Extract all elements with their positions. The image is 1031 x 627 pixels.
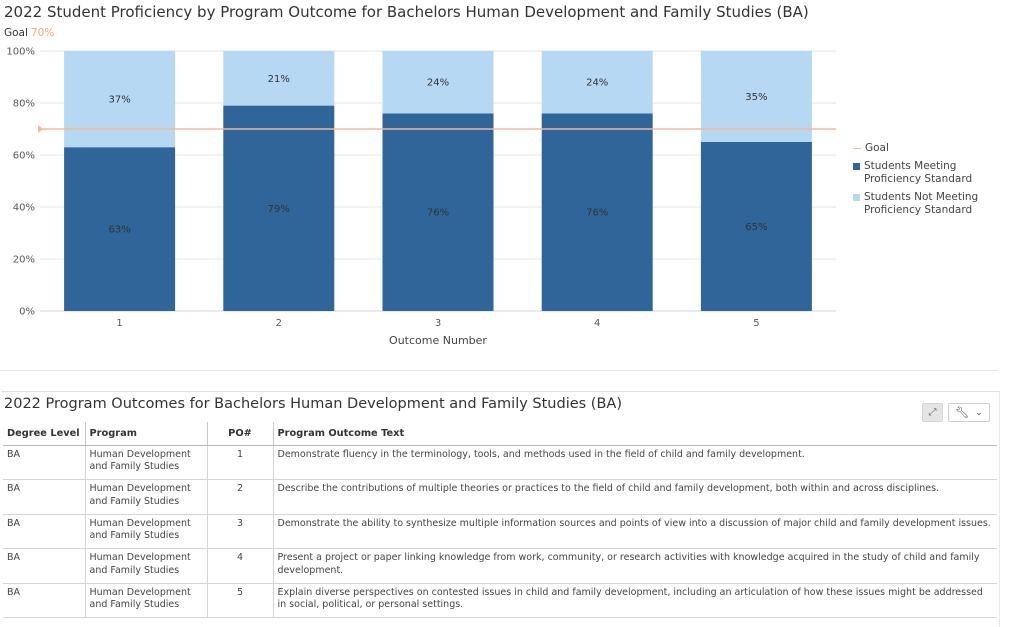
cell-po-number: 5	[206, 582, 274, 618]
legend-item[interactable]: Students Not Meeting Proficiency Standar…	[853, 191, 995, 217]
data-label: 35%	[745, 92, 767, 103]
data-label: 65%	[745, 222, 767, 233]
y-tick-label: 80%	[13, 99, 35, 110]
data-label: 37%	[108, 95, 130, 106]
chart-legend: Goal Students Meeting Proficiency Standar…	[853, 142, 995, 222]
cell-outcome-text: Demonstrate the ability to synthesize mu…	[272, 513, 997, 549]
x-tick-label: 1	[116, 318, 122, 329]
cell-outcome-text: Explain diverse perspectives on conteste…	[272, 582, 997, 618]
chart-title: 2022 Student Proficiency by Program Outc…	[4, 3, 809, 21]
table-row: BA Human Development and Family Studies 2 D…	[3, 479, 997, 515]
y-tick-label: 40%	[13, 203, 35, 214]
cell-outcome-text: Describe the contributions of multiple t…	[272, 479, 997, 515]
cell-program: Human Development and Family Studies	[84, 582, 208, 618]
legend-label: Goal	[865, 142, 889, 154]
table-row: BA Human Development and Family Studies 1 D…	[3, 444, 997, 480]
bar-not-meeting-standard	[223, 51, 335, 106]
cell-degree-level: BA	[3, 548, 86, 584]
expand-button[interactable]: ⤢	[922, 403, 943, 422]
chevron-down-icon: ⌄	[975, 407, 983, 418]
y-tick-label: 0%	[19, 307, 35, 318]
cell-program: Human Development and Family Studies	[84, 444, 208, 480]
data-label: 63%	[108, 225, 130, 236]
bar-meeting-standard	[541, 113, 653, 312]
bar-meeting-standard	[64, 147, 176, 311]
cell-degree-level: BA	[3, 479, 86, 515]
cell-degree-level: BA	[3, 444, 86, 480]
data-label: 21%	[268, 74, 290, 85]
cell-po-number: 1	[206, 444, 274, 480]
legend-item[interactable]: Goal	[853, 142, 995, 155]
x-tick-label: 3	[435, 318, 441, 329]
bar-not-meeting-standard	[541, 51, 653, 114]
x-tick-label: 4	[594, 318, 600, 329]
cell-degree-level: BA	[3, 513, 86, 549]
cell-po-number: 4	[206, 548, 274, 584]
cell-outcome-text: Demonstrate fluency in the terminology, …	[272, 444, 997, 480]
x-tick-label: 2	[276, 318, 282, 329]
column-header-outcome-text[interactable]: Program Outcome Text	[272, 422, 997, 446]
x-tick-label: 5	[753, 318, 759, 329]
goal-label-text: Goal	[4, 27, 28, 39]
tools-menu-button[interactable]: 🔧︎ ⌄	[948, 403, 990, 422]
bar-not-meeting-standard	[382, 51, 494, 114]
column-header-program[interactable]: Program	[84, 422, 208, 446]
cell-program: Human Development and Family Studies	[84, 513, 208, 549]
data-label: 24%	[427, 78, 449, 89]
cell-degree-level: BA	[3, 582, 86, 618]
legend-swatch	[853, 194, 860, 201]
legend-label: Students Not Meeting Proficiency Standar…	[864, 191, 979, 216]
y-tick-label: 20%	[13, 255, 35, 266]
section-divider	[0, 370, 998, 371]
legend-swatch	[853, 148, 861, 149]
column-header-po-number[interactable]: PO#	[206, 422, 274, 446]
table-row: BA Human Development and Family Studies 5 E…	[3, 582, 997, 618]
bar-meeting-standard	[382, 113, 494, 312]
data-label: 76%	[427, 208, 449, 219]
bar-not-meeting-standard	[64, 51, 176, 148]
outcomes-table: Degree Level Program PO# Program Outcome…	[3, 422, 997, 618]
data-label: 24%	[586, 78, 608, 89]
column-header-degree-level[interactable]: Degree Level	[3, 422, 86, 446]
cell-outcome-text: Present a project or paper linking knowl…	[272, 548, 997, 584]
bar-meeting-standard	[223, 105, 335, 311]
legend-swatch	[853, 163, 860, 170]
goal-marker-icon	[38, 125, 43, 133]
data-label: 76%	[586, 208, 608, 219]
chart-plot: 0% 20% 40% 60% 80% 100% 63% 37% 1 79% 21% 2 76% 24% 3 7…	[6, 47, 836, 347]
wrench-icon: 🔧︎	[955, 406, 970, 419]
cell-program: Human Development and Family Studies	[84, 479, 208, 515]
bar-not-meeting-standard	[700, 51, 812, 142]
expand-icon: ⤢	[928, 407, 937, 418]
y-tick-label: 100%	[6, 47, 35, 58]
cell-po-number: 2	[206, 479, 274, 515]
x-axis-title: Outcome Number	[389, 334, 487, 347]
cell-program: Human Development and Family Studies	[84, 548, 208, 584]
goal-label: Goal 70%	[4, 27, 54, 39]
cell-po-number: 3	[206, 513, 274, 549]
legend-item[interactable]: Students Meeting Proficiency Standard	[853, 160, 995, 186]
table-row: BA Human Development and Family Studies 4 P…	[3, 548, 997, 584]
outcomes-panel: 2022 Program Outcomes for Bachelors Huma…	[1, 391, 1000, 627]
table-row: BA Human Development and Family Studies 3 D…	[3, 513, 997, 549]
goal-value: 70%	[30, 27, 55, 39]
table-header-row: Degree Level Program PO# Program Outcome…	[3, 422, 997, 446]
y-tick-label: 60%	[13, 151, 35, 162]
legend-label: Students Meeting Proficiency Standard	[864, 160, 973, 185]
table-title: 2022 Program Outcomes for Bachelors Huma…	[4, 396, 622, 412]
bar-meeting-standard	[700, 142, 812, 311]
data-label: 79%	[268, 204, 290, 215]
